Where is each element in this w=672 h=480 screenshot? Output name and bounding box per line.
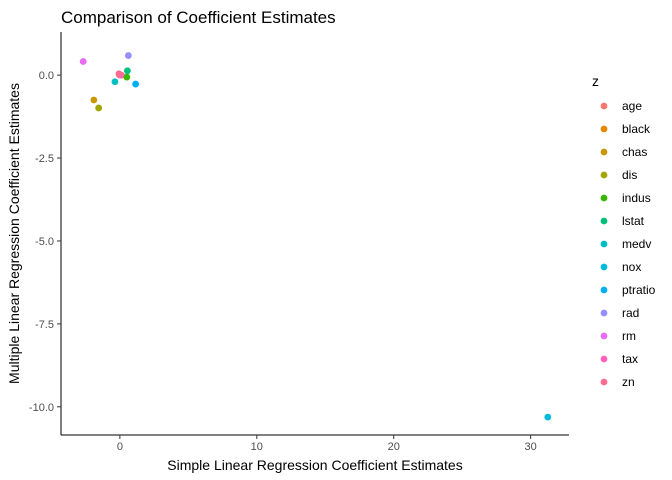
- legend-key-zn: [600, 378, 608, 386]
- x-tick-label: 20: [388, 441, 400, 453]
- legend-label-black: black: [622, 122, 651, 136]
- legend-key-tax: [600, 355, 608, 363]
- y-axis-title: Multiple Linear Regression Coefficient E…: [6, 83, 22, 384]
- x-tick-label: 10: [251, 441, 263, 453]
- legend-label-indus: indus: [622, 191, 651, 205]
- legend-key-nox: [600, 263, 608, 271]
- y-tick-label: -7.5: [35, 319, 54, 331]
- chart-title: Comparison of Coefficient Estimates: [61, 8, 336, 27]
- legend-label-tax: tax: [622, 352, 638, 366]
- legend-key-medv: [600, 240, 608, 248]
- y-tick-label: -2.5: [35, 153, 54, 165]
- legend-key-indus: [600, 194, 608, 202]
- x-tick-label: 0: [117, 441, 123, 453]
- plot-area: [60, 32, 569, 436]
- scatter-point-zn: [115, 70, 123, 78]
- x-tick-label: 30: [525, 441, 537, 453]
- scatter-point-rad: [124, 52, 132, 59]
- point-layer: [79, 52, 552, 421]
- tick-layer: 0 10 20 30 0.0 -2.5 -5.0 -7.5 -10.0: [29, 70, 537, 453]
- legend: age black chas dis indus lstat medv nox ptratio r…: [600, 99, 656, 389]
- legend-label-medv: medv: [622, 237, 651, 251]
- legend-key-rm: [600, 332, 608, 340]
- legend-label-dis: dis: [622, 168, 637, 182]
- legend-key-lstat: [600, 217, 608, 225]
- scatter-point-rm: [79, 58, 87, 65]
- scatter-point-ptratio: [132, 80, 140, 88]
- scatter-point-dis: [95, 104, 103, 112]
- legend-key-rad: [600, 309, 608, 317]
- legend-label-rad: rad: [622, 306, 639, 320]
- legend-label-lstat: lstat: [622, 214, 645, 228]
- legend-label-ptratio: ptratio: [622, 283, 656, 297]
- legend-key-black: [600, 125, 608, 133]
- legend-key-age: [600, 102, 608, 110]
- scatter-point-medv: [111, 78, 119, 86]
- x-axis-title: Simple Linear Regression Coefficient Est…: [167, 457, 462, 473]
- scatter-point-nox: [544, 413, 552, 421]
- y-tick-label: -10.0: [29, 402, 54, 414]
- legend-key-chas: [600, 148, 608, 156]
- legend-label-rm: rm: [622, 329, 636, 343]
- legend-key-ptratio: [600, 286, 608, 294]
- legend-label-zn: zn: [622, 375, 635, 389]
- y-tick-label: 0.0: [39, 70, 54, 82]
- legend-title: z: [592, 73, 599, 89]
- scatter-point-indus: [123, 73, 131, 81]
- scatter-point-lstat: [124, 67, 131, 75]
- legend-label-chas: chas: [622, 145, 647, 159]
- legend-label-age: age: [622, 99, 642, 113]
- legend-label-nox: nox: [622, 260, 641, 274]
- legend-key-dis: [600, 171, 608, 179]
- y-tick-label: -5.0: [35, 236, 54, 248]
- scatter-point-chas: [90, 96, 98, 104]
